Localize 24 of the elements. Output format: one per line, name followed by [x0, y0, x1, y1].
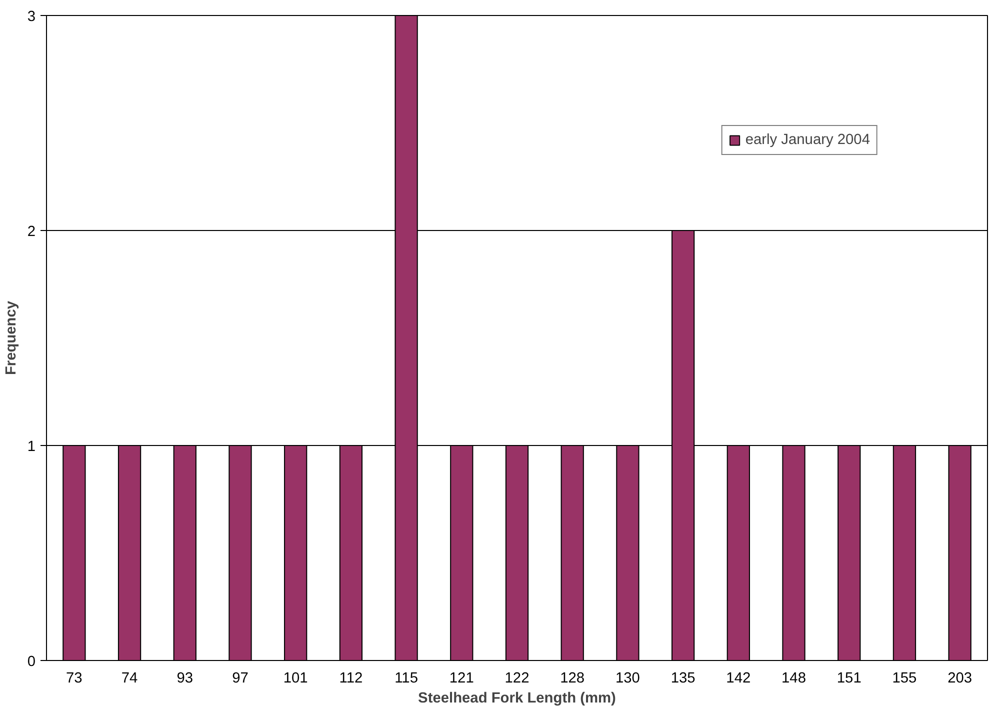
y-tick-label: 3: [27, 9, 36, 25]
x-tick-label: 101: [283, 670, 308, 686]
legend-label: early January 2004: [745, 132, 870, 148]
x-tick-label: 93: [176, 670, 194, 686]
x-axis-title: Steelhead Fork Length (mm): [418, 690, 616, 706]
x-tick-label: 112: [339, 670, 363, 686]
y-tick-label: 1: [27, 439, 36, 455]
x-tick-label: 73: [66, 670, 82, 686]
y-tick-label: 2: [27, 224, 36, 240]
x-tick-label: 128: [560, 670, 585, 686]
x-tick-label: 130: [615, 670, 640, 686]
x-tick-label: 148: [782, 670, 806, 686]
x-tick-label: 142: [726, 670, 751, 686]
x-tick-label: 203: [948, 670, 972, 686]
x-tick-label: 151: [836, 670, 862, 686]
y-axis-title: Frequency: [3, 300, 20, 376]
x-tick-label: 122: [504, 670, 530, 686]
x-tick-label: 74: [121, 670, 138, 686]
x-tick-label: 121: [449, 670, 474, 686]
x-tick-label: 155: [892, 670, 917, 686]
y-tick-label: 0: [27, 654, 36, 670]
x-tick-label: 115: [394, 670, 418, 686]
x-tick-label: 135: [670, 670, 696, 686]
x-tick-label: 97: [232, 670, 248, 686]
